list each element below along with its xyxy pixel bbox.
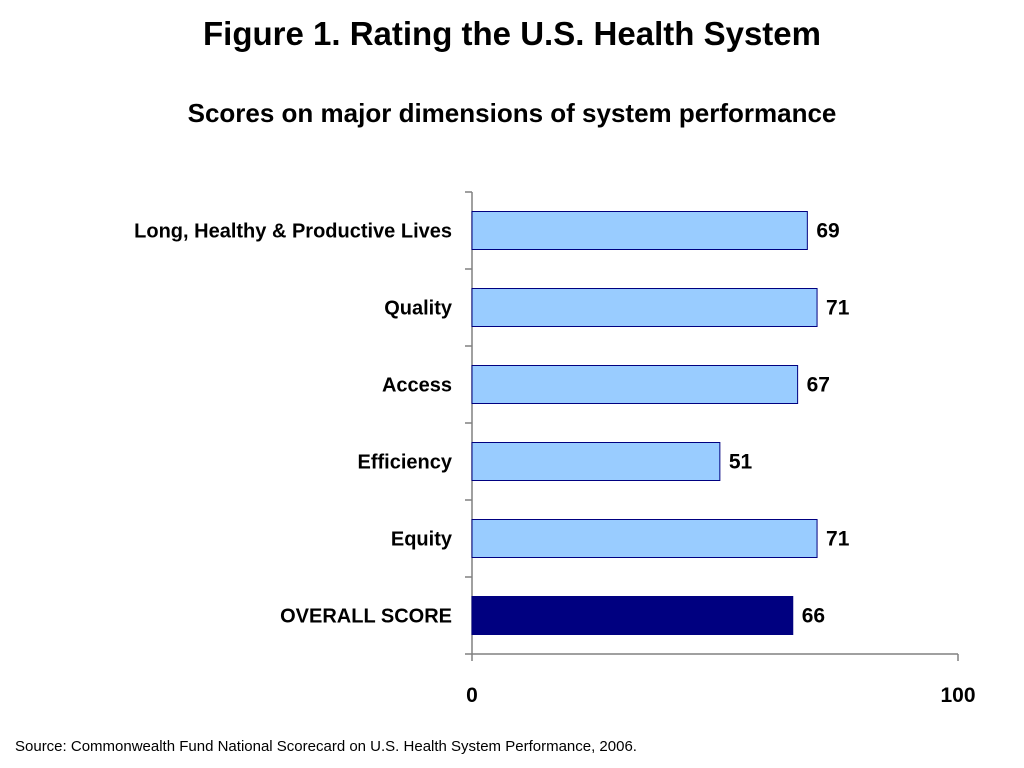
data-label: 71 <box>826 528 850 551</box>
bar <box>471 519 818 558</box>
bar <box>471 442 721 481</box>
category-label: Long, Healthy & Productive Lives <box>134 221 452 243</box>
data-label: 69 <box>816 220 839 243</box>
data-label: 51 <box>729 451 753 474</box>
chart-bars <box>471 211 818 635</box>
bar <box>471 365 799 404</box>
chart-axes <box>465 191 959 661</box>
value-tick-label: 100 <box>940 684 975 707</box>
chart-title: Figure 1. Rating the U.S. Health System <box>203 15 821 52</box>
category-label: Efficiency <box>358 452 453 474</box>
data-label: 66 <box>802 605 825 628</box>
category-label: Equity <box>391 529 453 551</box>
bar <box>471 288 818 327</box>
source-note: Source: Commonwealth Fund National Score… <box>15 738 637 755</box>
category-label: OVERALL SCORE <box>280 606 452 628</box>
category-label: Quality <box>384 298 453 320</box>
value-tick-label: 0 <box>466 684 478 707</box>
bar <box>471 596 794 635</box>
chart-labels: 0 100 Long, Healthy & Productive Lives 69 Qu… <box>134 220 975 708</box>
category-label: Access <box>382 375 452 397</box>
data-label: 71 <box>826 297 850 320</box>
bar <box>471 211 808 250</box>
data-label: 67 <box>807 374 830 397</box>
chart-subtitle: Scores on major dimensions of system per… <box>187 98 837 128</box>
